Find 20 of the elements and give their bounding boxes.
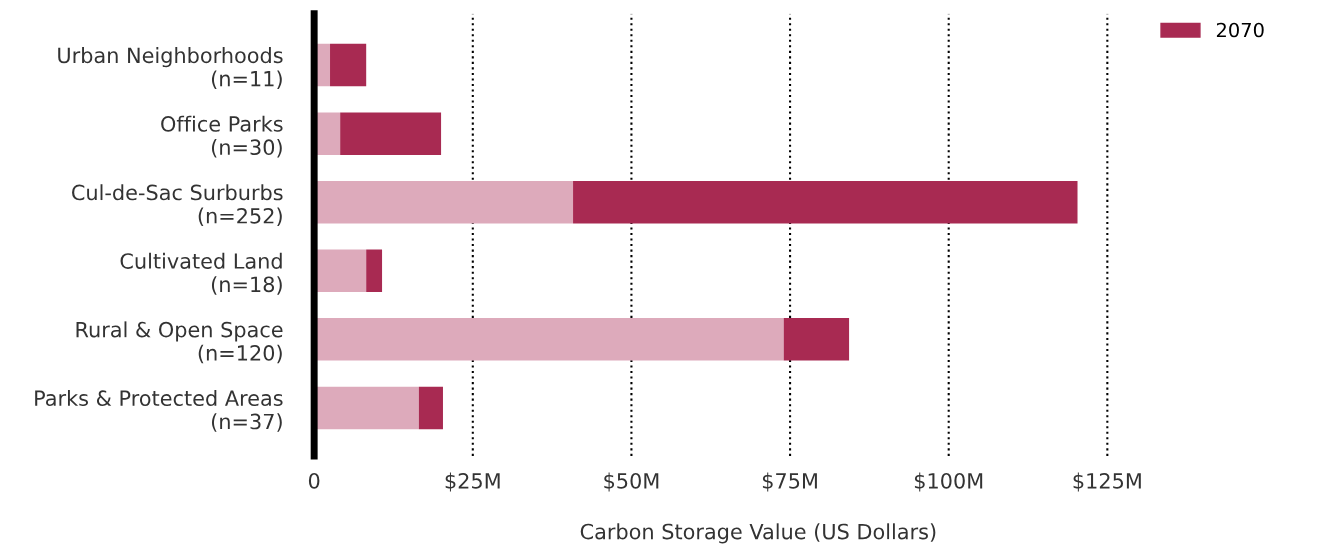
x-axis-title: Carbon Storage Value (US Dollars) — [580, 523, 936, 544]
x-tick-label: $75M — [762, 472, 817, 492]
y-tick-label: Rural & Open Space (n=120) — [76, 321, 283, 364]
bar — [783, 318, 850, 361]
y-tick-label: Office Parks (n=30) — [161, 115, 283, 158]
bar — [330, 43, 367, 87]
y-tick-label: Parks & Protected Areas (n=37) — [35, 389, 283, 432]
y-tick-label: Cul-de-Sac Surburbs (n=252) — [72, 184, 283, 227]
x-tick-label: $100M — [914, 472, 983, 492]
bar — [418, 386, 443, 430]
x-tick-label: 0 — [308, 472, 320, 489]
x-tick-label: $25M — [445, 472, 500, 492]
bar — [340, 112, 442, 155]
x-tick-label: $125M — [1073, 472, 1141, 492]
y-tick-label: Cultivated Land (n=18) — [120, 252, 282, 295]
bar — [573, 180, 1078, 224]
bar — [366, 249, 383, 293]
legend-label: 2070 — [1216, 22, 1264, 38]
y-tick-label: Urban Neighborhoods (n=11) — [58, 47, 283, 89]
x-tick-label: $50M — [604, 472, 659, 492]
